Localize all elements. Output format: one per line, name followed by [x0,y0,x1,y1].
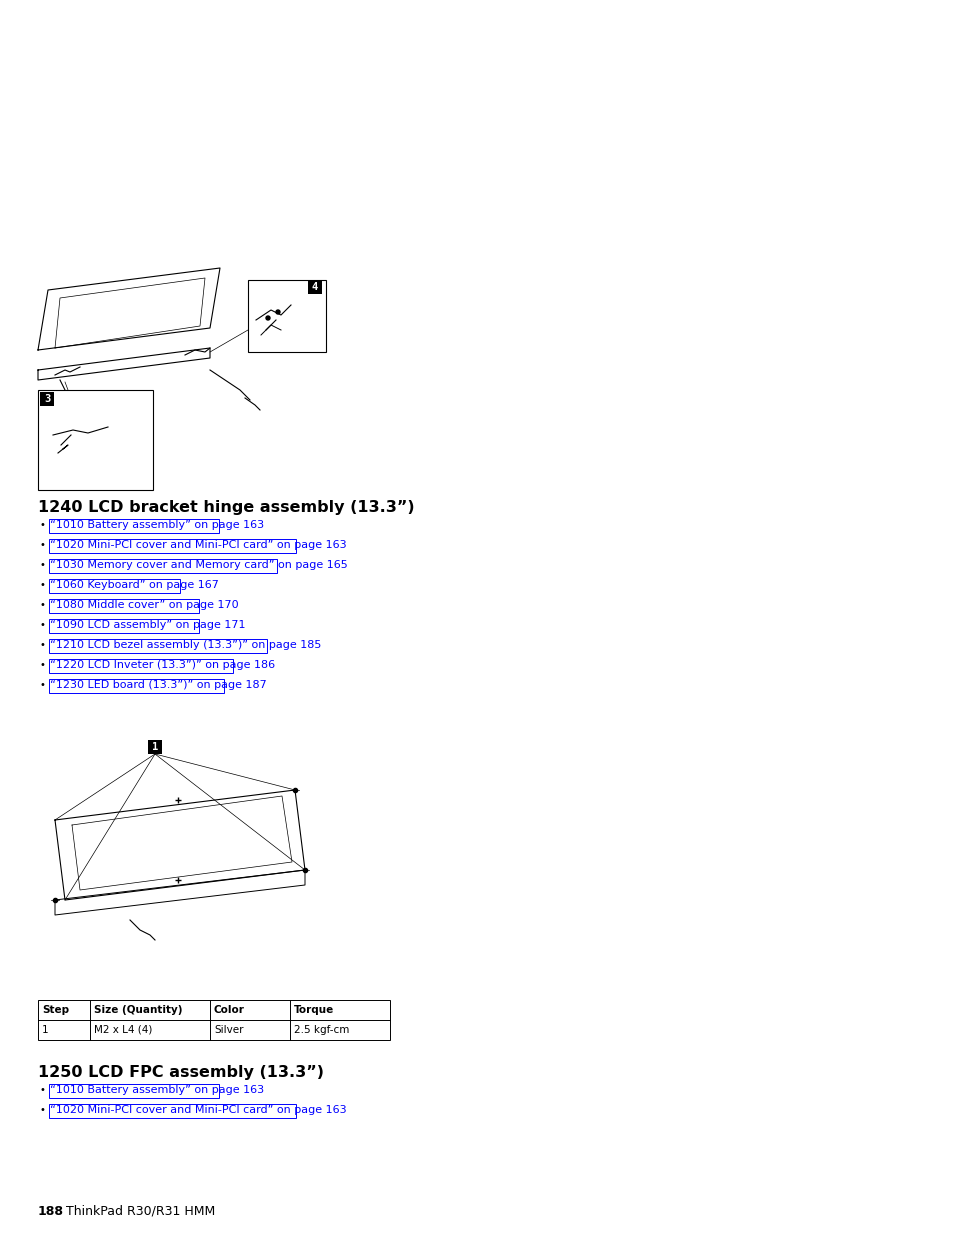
Text: “1220 LCD Inveter (13.3”)” on page 186: “1220 LCD Inveter (13.3”)” on page 186 [50,659,274,671]
Text: “1080 Middle cover” on page 170: “1080 Middle cover” on page 170 [50,600,238,610]
Bar [49,559,276,573]
Text: 1250 LCD FPC assembly (13.3”): 1250 LCD FPC assembly (13.3”) [38,1065,324,1079]
Text: 3: 3 [44,394,51,404]
Text: 4: 4 [312,282,317,291]
Text: •: • [40,600,46,610]
Text: “1210 LCD bezel assembly (13.3”)” on page 185: “1210 LCD bezel assembly (13.3”)” on pag… [50,640,321,650]
Bar [38,1000,390,1040]
Text: •: • [40,640,46,650]
Bar [49,538,296,553]
Text: •: • [40,680,46,690]
Text: “1060 Keyboard” on page 167: “1060 Keyboard” on page 167 [50,580,218,590]
Circle shape [275,310,280,314]
Bar [49,1104,296,1118]
Text: 1: 1 [152,742,158,752]
Text: “1230 LED board (13.3”)” on page 187: “1230 LED board (13.3”)” on page 187 [50,680,267,690]
Bar [49,599,199,613]
Bar [49,659,233,673]
Text: •: • [40,620,46,630]
Text: “1030 Memory cover and Memory card” on page 165: “1030 Memory cover and Memory card” on p… [50,559,348,571]
Text: Torque: Torque [294,1005,334,1015]
Bar [38,390,152,490]
Bar [40,391,54,406]
Text: Color: Color [213,1005,245,1015]
Text: •: • [40,580,46,590]
Circle shape [266,316,270,320]
Text: 2.5 kgf-cm: 2.5 kgf-cm [294,1025,349,1035]
Text: “1010 Battery assembly” on page 163: “1010 Battery assembly” on page 163 [50,520,264,530]
Bar [49,519,218,534]
Text: •: • [40,559,46,571]
Text: “1020 Mini-PCI cover and Mini-PCI card” on page 163: “1020 Mini-PCI cover and Mini-PCI card” … [50,540,346,550]
Text: ThinkPad R30/R31 HMM: ThinkPad R30/R31 HMM [66,1205,215,1218]
Text: “1020 Mini-PCI cover and Mini-PCI card” on page 163: “1020 Mini-PCI cover and Mini-PCI card” … [50,1105,346,1115]
Text: Size (Quantity): Size (Quantity) [94,1005,182,1015]
Text: •: • [40,1105,46,1115]
Bar [49,638,267,653]
Text: “1090 LCD assembly” on page 171: “1090 LCD assembly” on page 171 [50,620,245,630]
Text: Step: Step [42,1005,69,1015]
Bar [49,619,199,634]
Bar [308,280,322,294]
Bar [49,679,223,693]
Text: “1010 Battery assembly” on page 163: “1010 Battery assembly” on page 163 [50,1086,264,1095]
Text: •: • [40,659,46,671]
Bar [148,740,162,755]
Text: •: • [40,520,46,530]
Text: 188: 188 [38,1205,64,1218]
Text: •: • [40,540,46,550]
Bar [49,579,180,593]
Text: Silver: Silver [213,1025,243,1035]
Text: M2 x L4 (4): M2 x L4 (4) [94,1025,152,1035]
Text: 1240 LCD bracket hinge assembly (13.3”): 1240 LCD bracket hinge assembly (13.3”) [38,500,415,515]
Text: •: • [40,1086,46,1095]
Text: 1: 1 [42,1025,49,1035]
Bar [49,1084,218,1098]
Bar [248,280,326,352]
